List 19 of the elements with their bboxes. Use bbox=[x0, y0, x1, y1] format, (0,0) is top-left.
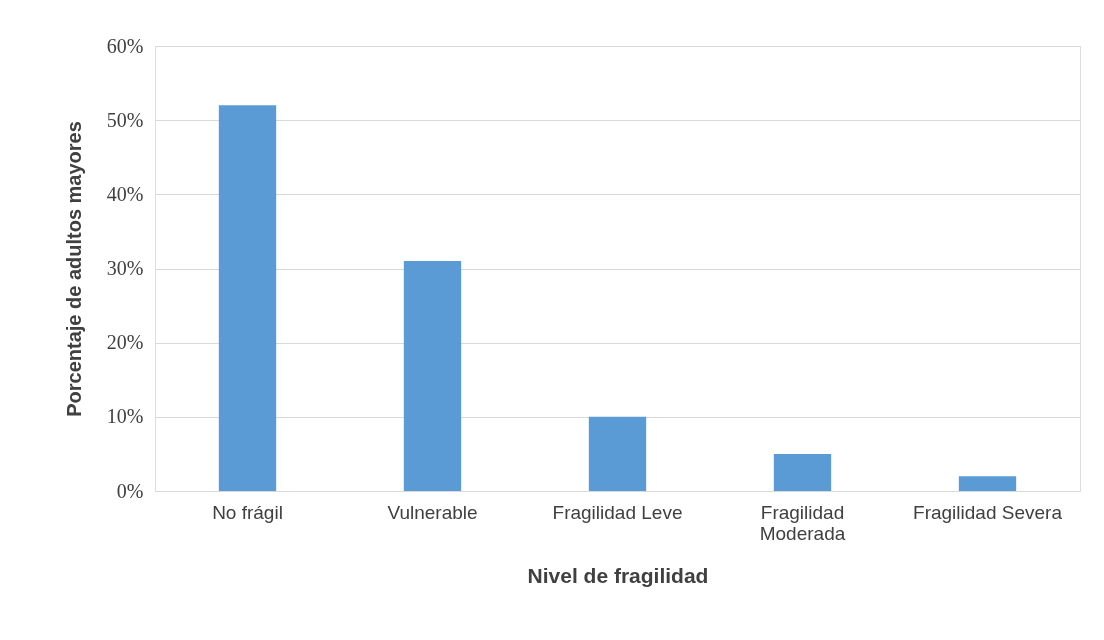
x-tick-label: Fragilidad Severa bbox=[913, 501, 1063, 523]
y-tick-label: 20% bbox=[106, 331, 144, 354]
y-tick-label: 50% bbox=[106, 108, 144, 131]
x-tick-label: No frágil bbox=[212, 501, 283, 523]
bar bbox=[958, 476, 1017, 491]
x-tick-label: Fragilidad Moderada bbox=[759, 501, 846, 544]
bar bbox=[218, 105, 277, 491]
y-axis-title: Porcentaje de adultos mayores bbox=[62, 121, 85, 417]
x-tick-label: Fragilidad Leve bbox=[552, 501, 683, 523]
bar bbox=[403, 261, 462, 491]
x-axis-title: Nivel de fragilidad bbox=[527, 563, 709, 587]
bar bbox=[588, 416, 647, 491]
y-tick-label: 10% bbox=[106, 405, 144, 428]
y-tick-label: 60% bbox=[106, 34, 144, 57]
bar bbox=[773, 453, 832, 491]
x-tick-label: Vulnerable bbox=[387, 501, 478, 523]
y-tick-label: 30% bbox=[106, 257, 144, 279]
y-tick-label: 40% bbox=[106, 182, 144, 205]
y-tick-label: 0% bbox=[116, 479, 144, 502]
